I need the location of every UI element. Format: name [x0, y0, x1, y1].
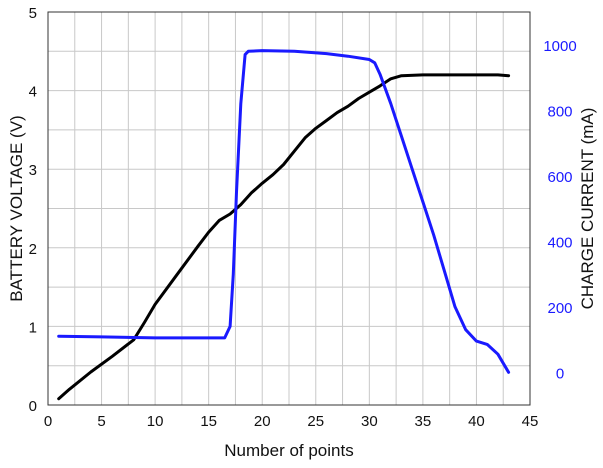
- battery-voltage-line: [57, 73, 511, 401]
- right-tick-label: 400: [547, 234, 572, 251]
- x-tick-label: 5: [97, 413, 105, 430]
- right-tick-label: 200: [547, 300, 572, 317]
- x-tick-label: 0: [44, 413, 52, 430]
- x-tick-label: 45: [522, 413, 539, 430]
- right-tick-label: 0: [556, 365, 564, 382]
- x-axis-ticks: 0 5 10 15 20 25 30 35 40 45: [44, 413, 539, 430]
- x-tick-label: 25: [307, 413, 324, 430]
- right-axis-ticks: 0 200 400 600 800 1000: [543, 38, 576, 383]
- right-tick-label: 600: [547, 169, 572, 186]
- x-tick-label: 20: [254, 413, 271, 430]
- x-axis-title: Number of points: [224, 441, 353, 460]
- left-tick-label: 5: [29, 5, 37, 22]
- x-tick-label: 40: [468, 413, 485, 430]
- left-tick-label: 4: [29, 84, 37, 101]
- left-tick-label: 0: [29, 398, 37, 415]
- x-tick-label: 35: [415, 413, 432, 430]
- plot-frame: [47, 11, 531, 406]
- x-tick-label: 10: [147, 413, 164, 430]
- right-tick-label: 800: [547, 103, 572, 120]
- left-axis-title: BATTERY VOLTAGE (V): [7, 115, 26, 301]
- left-tick-label: 3: [29, 162, 37, 179]
- right-axis-title: CHARGE CURRENT (mA): [578, 108, 597, 310]
- right-tick-label: 1000: [543, 38, 576, 55]
- grid-lines: [48, 12, 530, 405]
- left-tick-label: 1: [29, 319, 37, 336]
- left-tick-label: 2: [29, 241, 37, 258]
- series-layer: [57, 49, 511, 401]
- x-tick-label: 30: [361, 413, 378, 430]
- charge-current-line: [57, 49, 511, 374]
- left-axis-ticks: 0 1 2 3 4 5: [29, 5, 37, 415]
- x-tick-label: 15: [200, 413, 217, 430]
